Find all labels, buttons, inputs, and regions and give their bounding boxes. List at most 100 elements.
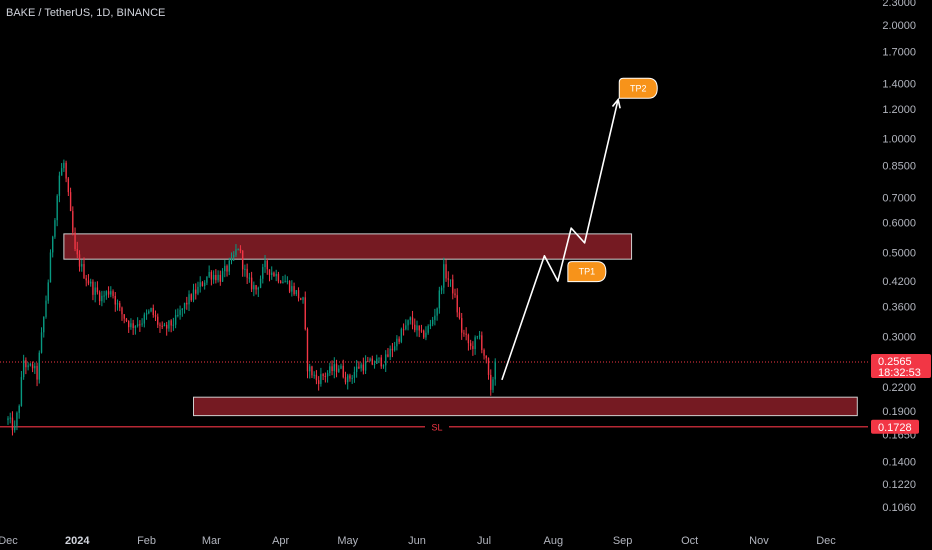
candle-body — [317, 380, 320, 384]
last-price-badge-bg — [871, 353, 931, 378]
candle — [335, 359, 338, 378]
candle — [101, 290, 103, 307]
candle-body — [362, 364, 365, 371]
candle-body — [47, 282, 49, 301]
candle-body — [266, 260, 268, 270]
candle-body — [347, 375, 349, 383]
candle — [87, 274, 90, 286]
candle-body — [418, 325, 420, 331]
candle — [130, 318, 132, 330]
candle-body — [454, 293, 456, 296]
candle-body — [65, 162, 67, 179]
y-tick-label: 1.0000 — [882, 134, 916, 146]
stop-loss-label: SL — [431, 422, 442, 432]
candle-body — [208, 272, 210, 277]
candle-body — [114, 295, 116, 305]
x-tick-label: Mar — [202, 535, 221, 547]
candle — [208, 265, 210, 279]
candle-body — [132, 323, 134, 328]
candle-body — [83, 264, 85, 279]
candle-body — [284, 281, 286, 283]
candle-body — [31, 364, 34, 369]
candle-body — [105, 291, 108, 296]
candle-body — [485, 355, 487, 359]
candle — [150, 307, 152, 313]
candle — [387, 348, 389, 358]
candle — [400, 327, 403, 344]
candle — [172, 317, 175, 331]
candle-body — [300, 298, 302, 300]
candle — [170, 319, 172, 333]
y-tick-label: 0.1900 — [882, 406, 916, 418]
candle — [49, 249, 52, 283]
candle — [148, 309, 150, 315]
candle-body — [389, 348, 391, 357]
candle-body — [36, 365, 38, 380]
candle-body — [304, 297, 306, 330]
projection — [501, 97, 621, 381]
candle-body — [452, 279, 454, 294]
candle — [463, 329, 465, 337]
x-axis[interactable]: Dec 2024 Feb Mar Apr May Jun Jul Aug Sep Oct Nov Dec — [0, 535, 836, 547]
y-tick-label: 2.0000 — [882, 20, 916, 32]
candle-body — [338, 368, 340, 372]
candle — [157, 313, 159, 328]
projection-arrowhead — [611, 97, 621, 109]
candle — [358, 361, 360, 370]
candle — [454, 288, 456, 298]
candle — [329, 362, 331, 376]
candle — [409, 316, 411, 325]
candle-body — [367, 361, 369, 363]
candle — [407, 319, 409, 331]
candle-body — [150, 307, 152, 312]
candle-body — [188, 294, 190, 305]
candle — [14, 420, 16, 433]
candle — [427, 324, 429, 335]
candle — [112, 289, 114, 299]
candle-body — [58, 175, 61, 196]
candle — [257, 286, 260, 297]
candle-body — [199, 282, 201, 287]
candle-body — [244, 268, 246, 270]
candle-body — [112, 291, 114, 296]
candle-body — [313, 374, 315, 376]
candle-body — [125, 318, 128, 322]
candle — [81, 259, 83, 272]
y-tick-label: 0.7000 — [882, 192, 916, 204]
candle-body — [9, 417, 11, 419]
candle — [188, 290, 190, 312]
candle-body — [333, 364, 335, 372]
candle — [492, 376, 494, 393]
candle-body — [241, 250, 244, 270]
x-tick-label: Sep — [613, 535, 633, 547]
candle — [338, 365, 340, 373]
candle — [212, 270, 215, 284]
x-tick-label: Aug — [544, 535, 564, 547]
candle-body — [246, 268, 248, 278]
candle — [127, 320, 130, 333]
candle-body — [277, 273, 280, 282]
candle — [494, 358, 496, 386]
candle-body — [490, 374, 492, 390]
candle-body — [34, 365, 36, 369]
candle — [322, 373, 324, 381]
candle — [255, 284, 257, 295]
y-tick-label: 0.1400 — [882, 456, 916, 468]
candle — [288, 280, 291, 294]
candle — [7, 416, 9, 425]
candle — [199, 276, 201, 293]
candle — [309, 363, 311, 379]
candle-body — [38, 352, 40, 380]
candle — [96, 281, 99, 295]
candle-body — [416, 325, 418, 331]
candle — [452, 274, 454, 300]
candle — [396, 335, 398, 351]
candle — [168, 320, 170, 332]
y-tick-label: 0.2200 — [882, 382, 916, 394]
candle — [233, 251, 235, 262]
candle-body — [170, 320, 172, 326]
candle — [16, 411, 18, 431]
